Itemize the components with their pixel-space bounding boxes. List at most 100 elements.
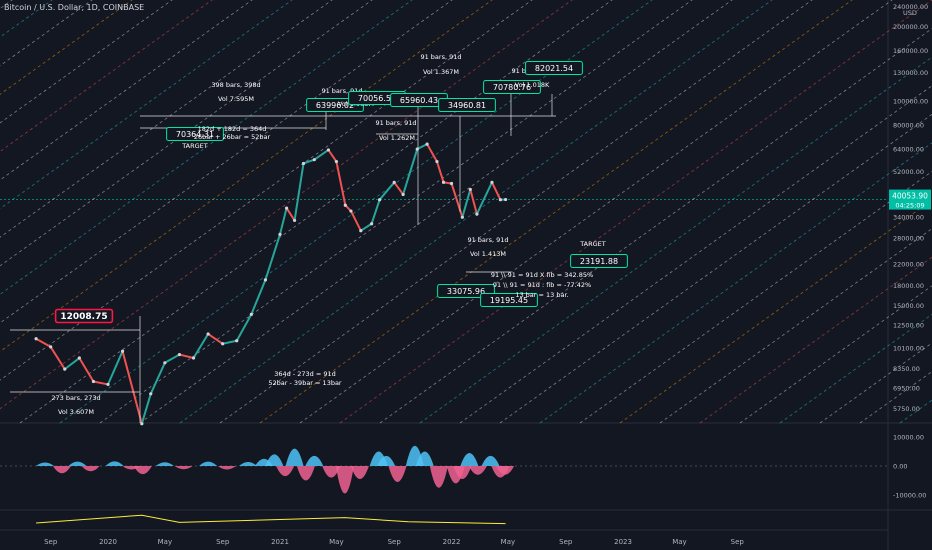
last-price-tag [889,189,931,210]
oscillator-burst [68,461,87,466]
diagonal-line [179,0,773,424]
price-point [343,203,347,207]
price-point [441,180,446,184]
price-segment [461,189,472,218]
price-point [475,212,479,216]
annotation-label: 34960.81 [448,101,486,110]
price-segment [93,380,109,386]
oscillator-tick-label: 0.00 [893,463,907,471]
price-point [163,361,167,365]
price-segment [179,353,194,359]
oscillator-tick-label: 10000.00 [893,434,924,442]
price-point [235,339,239,343]
price-point [149,392,153,396]
diagonal-line [819,342,932,424]
diagonal-line [0,0,493,353]
annotation-text: Vol 1.018K [515,81,550,89]
diagonal-line [779,313,932,424]
time-tick-label: May [158,538,172,546]
price-point [106,382,110,387]
price-segment [491,181,502,201]
price-point [435,159,439,164]
price-point [278,232,282,236]
oscillator-burst [415,451,434,466]
annotation-label: 23191.88 [580,257,618,266]
oscillator-burst [350,466,369,480]
annotation-text: Vol 7.595M [218,95,254,103]
price-segment [370,199,381,225]
price-point [370,222,374,226]
price-segment [35,337,52,348]
diagonal-lines-layer [0,0,932,424]
price-point [263,278,268,282]
price-point [359,229,363,233]
oscillator-burst [429,466,448,488]
price-segment [416,143,428,150]
time-tick-label: Sep [388,538,402,546]
price-point [177,352,182,357]
price-point [378,198,382,202]
price-tick-label: 240000.00 [893,3,928,11]
annotation-text: 273 bars, 273d [51,394,100,402]
annotation-text: 91 bars, 91d [321,87,362,95]
oscillator-burst [481,455,500,466]
annotation-text: TARGET [579,240,606,248]
price-tick-label: 64000.00 [893,146,924,154]
price-point [206,332,210,336]
annotation-label: 12008.75 [60,312,107,322]
price-segment [235,313,253,342]
volume-pane [36,514,506,525]
price-point [425,142,429,146]
price-segment [250,279,267,315]
price-tick-label: 6950.00 [893,385,920,393]
price-segment [393,181,404,196]
diagonal-line [659,228,932,424]
oscillator-burst [36,462,55,466]
price-segment [64,357,80,370]
price-segment [313,149,329,161]
diagonal-line [579,170,932,424]
time-tick-label: Sep [44,538,58,546]
annotation-text: Vol 1.262M [379,134,415,142]
price-segment [469,189,478,215]
diagonal-line [19,0,613,424]
price-segment [402,148,419,195]
price-point [503,197,508,202]
annotation-label: 70780.76 [493,83,531,92]
annotation-text: Vol 1.413M [470,250,506,258]
time-tick-label: May [672,538,686,546]
price-tick-label: 100000.00 [893,98,928,106]
oscillator-burst [265,454,284,466]
price-series-layer [34,142,508,426]
price-segment [335,161,347,206]
diagonal-line [419,56,932,424]
annotation-box [438,98,496,112]
annotation-label: 19195.45 [490,296,528,305]
price-point [334,159,338,164]
annotation-box [166,127,224,141]
price-segment [207,333,224,345]
price-point [292,218,297,223]
oscillator-burst [377,455,396,466]
diagonal-line [259,0,853,424]
price-segment [293,163,305,221]
price-tick-label: 28000.00 [893,235,924,243]
diagonal-line [99,0,693,424]
volume-line [36,514,506,525]
price-point [326,148,331,152]
diagonal-line [539,142,932,424]
price-segment [350,210,362,232]
annotation-text: 182d + 182d = 364d [198,125,267,133]
diagonal-line [699,256,932,424]
price-point [284,206,289,210]
oscillator-burst [305,455,324,466]
price-tick-label: 12500.00 [893,322,924,330]
annotation-text: 91 \\ 91 = 91d : fib = -77.42% [493,281,591,289]
price-tick-label: 5750.00 [893,405,920,413]
annotation-text: TARGET [181,142,208,150]
time-tick-label: 2023 [614,538,632,546]
annotation-box [483,80,541,94]
price-segment [264,234,281,281]
price-segment [149,362,166,395]
